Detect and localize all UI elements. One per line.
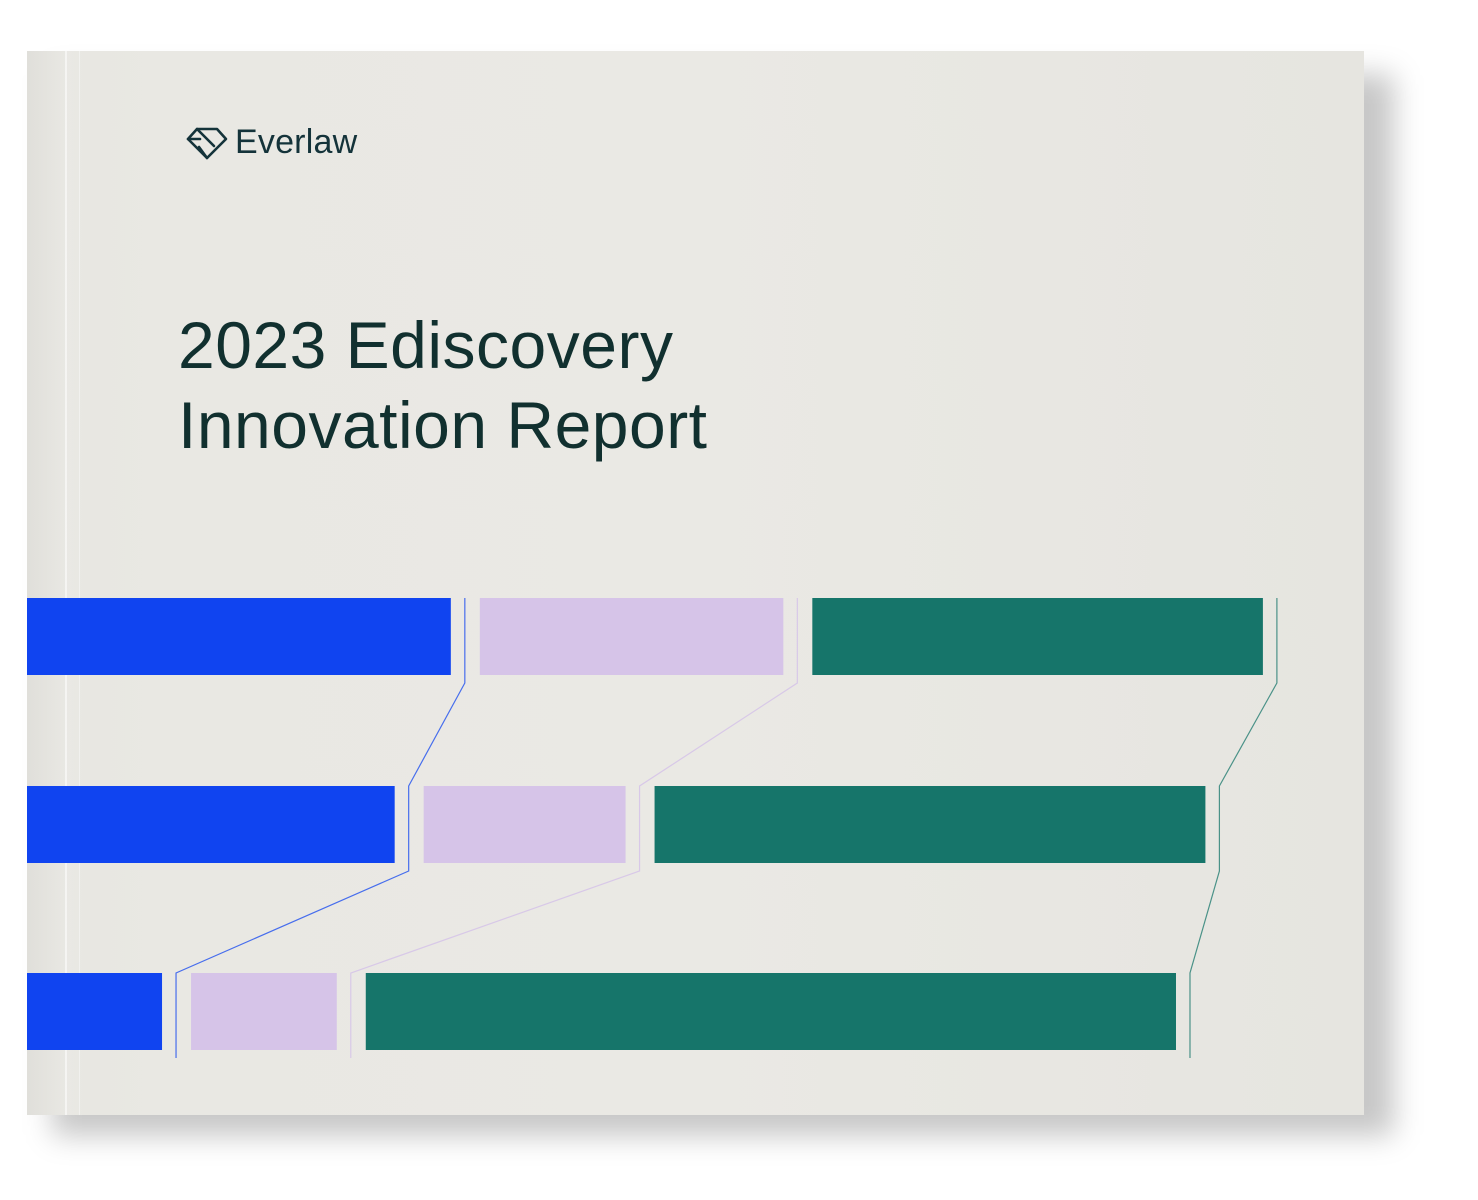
bar-row-2-green: [654, 786, 1206, 863]
connector-line-blue: [175, 598, 466, 1058]
report-title-line-1: 2023 Ediscovery: [178, 308, 674, 382]
bar-row-1-blue: [27, 598, 451, 675]
bar-row-2-blue: [27, 786, 395, 863]
diamond-logo-icon: [185, 125, 229, 161]
bar-row-1-green: [812, 598, 1263, 675]
spine-shade: [27, 51, 87, 1115]
connector-line-lavender: [350, 598, 798, 1058]
bar-row-1-lavender: [479, 598, 784, 675]
report-cover: Everlaw 2023 Ediscovery Innovation Repor…: [27, 51, 1364, 1115]
bar-row-3-blue: [27, 973, 163, 1050]
spine-crease-secondary: [79, 51, 80, 1115]
spine-crease: [65, 51, 67, 1115]
everlaw-logo: Everlaw: [185, 123, 357, 162]
report-title: 2023 Ediscovery Innovation Report: [178, 305, 708, 465]
bar-row-2-lavender: [423, 786, 626, 863]
brand-name: Everlaw: [235, 123, 358, 161]
bar-row-3-lavender: [191, 973, 337, 1050]
report-title-line-2: Innovation Report: [178, 388, 708, 462]
bar-row-3-green: [365, 973, 1176, 1050]
connector-line-green: [1189, 598, 1278, 1058]
decorative-bar-graphic: [27, 598, 1278, 1058]
